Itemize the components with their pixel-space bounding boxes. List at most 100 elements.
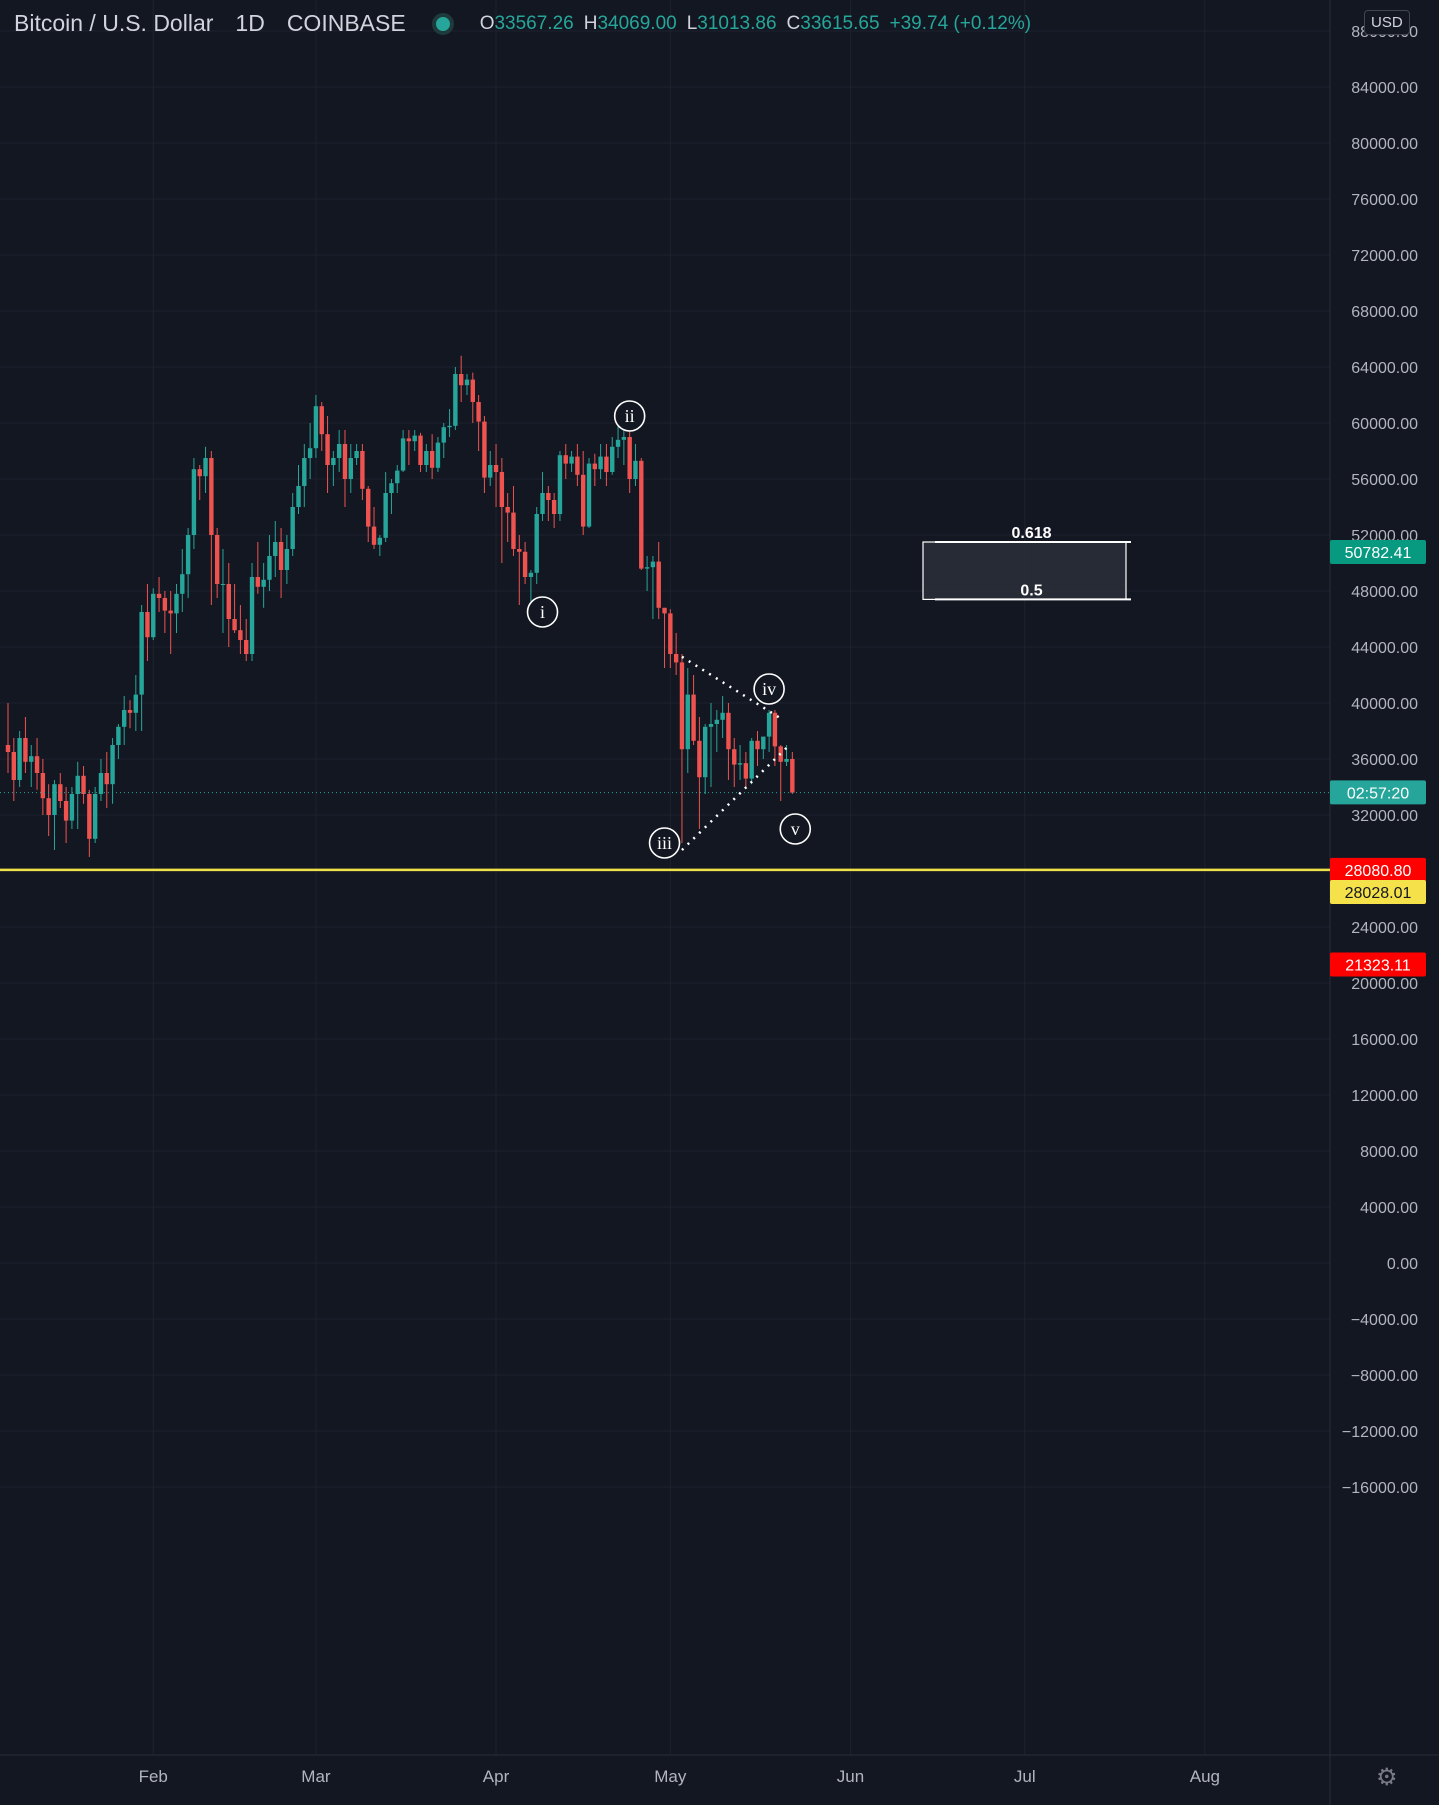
candle-body — [133, 694, 139, 713]
candle-body — [348, 458, 353, 479]
candle-body — [46, 798, 51, 815]
candle-body — [307, 448, 313, 458]
y-tick-label: 72000.00 — [1351, 248, 1418, 265]
candle-body — [122, 710, 127, 727]
candle-body — [697, 740, 702, 778]
candle-body — [342, 444, 348, 479]
exchange-label: COINBASE — [286, 10, 406, 36]
candle-body — [127, 710, 133, 713]
candle-body — [273, 542, 278, 556]
y-tick-label: 56000.00 — [1351, 472, 1418, 489]
y-tick-label: 44000.00 — [1351, 640, 1418, 657]
price-tag-bg — [1330, 857, 1426, 882]
candle-body — [203, 458, 208, 477]
gear-icon[interactable]: ⚙ — [1376, 1763, 1398, 1791]
candle-body — [284, 549, 290, 570]
candle-body — [656, 561, 661, 608]
price-tag-label: 28028.01 — [1345, 885, 1412, 902]
high-key: H — [583, 12, 598, 34]
candle-body — [278, 542, 284, 570]
wave-label: v — [791, 819, 800, 839]
interval-label[interactable]: 1D — [235, 10, 265, 36]
candle-body — [639, 460, 644, 569]
candle-body — [226, 584, 231, 619]
wave-label: ii — [625, 406, 635, 426]
candle-body — [435, 442, 441, 468]
candle-body — [180, 574, 185, 594]
candle-body — [691, 694, 696, 741]
candle-body — [290, 507, 295, 549]
candle-body — [749, 740, 754, 779]
candle-body — [755, 740, 760, 750]
candle-body — [418, 435, 423, 465]
candle-body — [296, 486, 301, 507]
candle-body — [162, 598, 168, 611]
candle-body — [238, 630, 243, 640]
candle-body — [517, 549, 522, 552]
candle-body — [522, 551, 528, 577]
y-tick-label: 64000.00 — [1351, 360, 1418, 377]
triangle-upper-line — [681, 655, 782, 720]
y-tick-label: 40000.00 — [1351, 696, 1418, 713]
candle-body — [761, 736, 766, 750]
candle-body — [499, 472, 505, 507]
symbol-name[interactable]: Bitcoin / U.S. Dollar — [14, 10, 214, 36]
candle-body — [476, 402, 481, 422]
y-tick-label: −12000.00 — [1342, 1424, 1418, 1441]
candle-body — [673, 654, 679, 663]
candle-body — [400, 438, 406, 471]
candle-body — [92, 794, 98, 839]
candle-body — [633, 460, 638, 479]
candle-body — [360, 451, 365, 489]
y-tick-label: 20000.00 — [1351, 976, 1418, 993]
x-tick-label: May — [654, 1767, 687, 1786]
candle-body — [714, 719, 720, 724]
candle-body — [145, 612, 150, 638]
candle-body — [621, 437, 627, 440]
candle-body — [23, 738, 28, 762]
candle-body — [220, 584, 226, 585]
wave-label-circle — [526, 596, 559, 628]
y-tick-label: 68000.00 — [1351, 304, 1418, 321]
candle-body — [470, 379, 475, 402]
candle-body — [528, 572, 534, 577]
price-tag-bg — [1330, 880, 1426, 904]
wave-label: iii — [657, 833, 672, 853]
candle-body — [644, 567, 650, 569]
candle-body — [389, 483, 394, 493]
candle-body — [40, 773, 46, 799]
candle-body — [98, 773, 104, 794]
price-tag-bg — [1330, 540, 1426, 565]
x-tick-label: Feb — [139, 1767, 168, 1786]
candle-body — [197, 469, 202, 477]
price-tag-bg — [1330, 780, 1426, 805]
candle-body — [703, 726, 708, 778]
currency-button[interactable]: USD — [1364, 10, 1410, 35]
candle-body — [261, 579, 266, 587]
high-value: 34069.00 — [597, 12, 677, 34]
candle-body — [191, 469, 197, 535]
price-tag-bg — [1330, 952, 1426, 977]
candle-body — [371, 526, 377, 545]
candle-body — [319, 406, 324, 435]
low-value: 31013.86 — [697, 12, 777, 34]
candle-body — [708, 724, 714, 727]
price-tag-label: 28080.80 — [1345, 863, 1412, 880]
fib-level-label: 0.618 — [1011, 525, 1051, 542]
candle-body — [737, 763, 743, 765]
change-value: +39.74 (+0.12%) — [889, 12, 1032, 34]
fib-level-label: 0.5 — [1020, 582, 1042, 599]
candle-body — [168, 610, 173, 614]
price-tag-label: 21323.11 — [1345, 957, 1411, 974]
candle-body — [726, 712, 731, 750]
open-value: 33567.26 — [494, 12, 574, 34]
candle-body — [784, 759, 789, 762]
candle-body — [267, 556, 272, 580]
x-tick-label: Jun — [837, 1767, 864, 1786]
candle-body — [232, 619, 237, 631]
candle-body — [174, 593, 179, 614]
candle-body — [482, 421, 487, 478]
y-tick-label: 8000.00 — [1360, 1144, 1418, 1161]
